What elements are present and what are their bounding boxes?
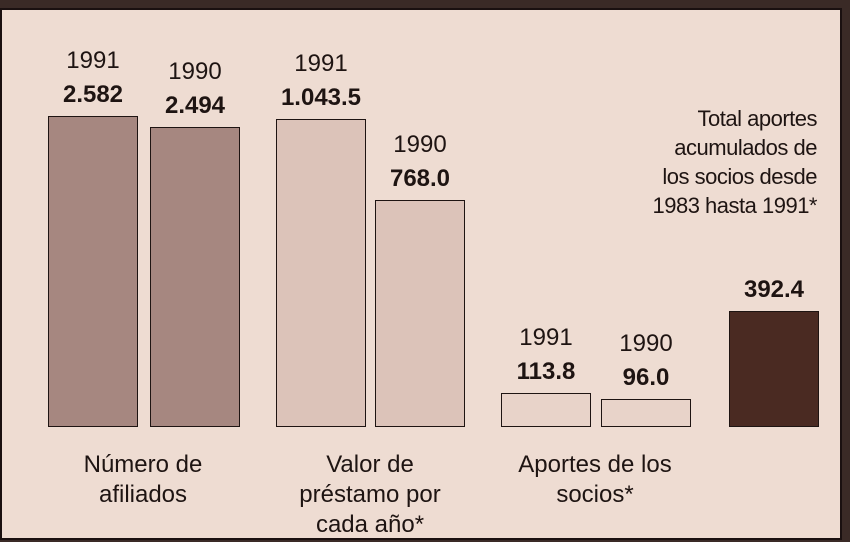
year-label: 1990	[393, 131, 447, 159]
annotation: Total aportes acumulados de los socios d…	[652, 106, 818, 218]
bar	[48, 116, 138, 427]
value-label: 768.0	[389, 165, 451, 193]
value-label: 392.4	[743, 276, 805, 304]
value-label: 96.0	[622, 363, 670, 391]
value-label: 2.494	[164, 91, 226, 119]
bar	[375, 200, 465, 427]
bar	[501, 393, 591, 427]
value-label: 1.043.5	[280, 83, 362, 111]
category-label: Número de afiliados	[83, 451, 203, 508]
category-label: Valor de préstamo por cada año*	[299, 451, 441, 538]
value-label: 113.8	[516, 358, 576, 386]
bar	[276, 118, 366, 427]
year-label: 1991	[294, 49, 348, 77]
chart-frame: 2.582 1991 2.494 1990 Número de afiliados 1.0…	[0, 8, 842, 540]
year-label: 1991	[519, 324, 573, 352]
bar	[150, 126, 240, 427]
bar	[729, 311, 819, 427]
year-label: 1991	[66, 47, 120, 75]
category-label: Aportes de los socios*	[518, 451, 672, 508]
year-label: 1990	[619, 329, 673, 357]
bar	[601, 398, 691, 427]
value-label: 2.582	[62, 81, 124, 109]
year-label: 1990	[168, 57, 222, 85]
